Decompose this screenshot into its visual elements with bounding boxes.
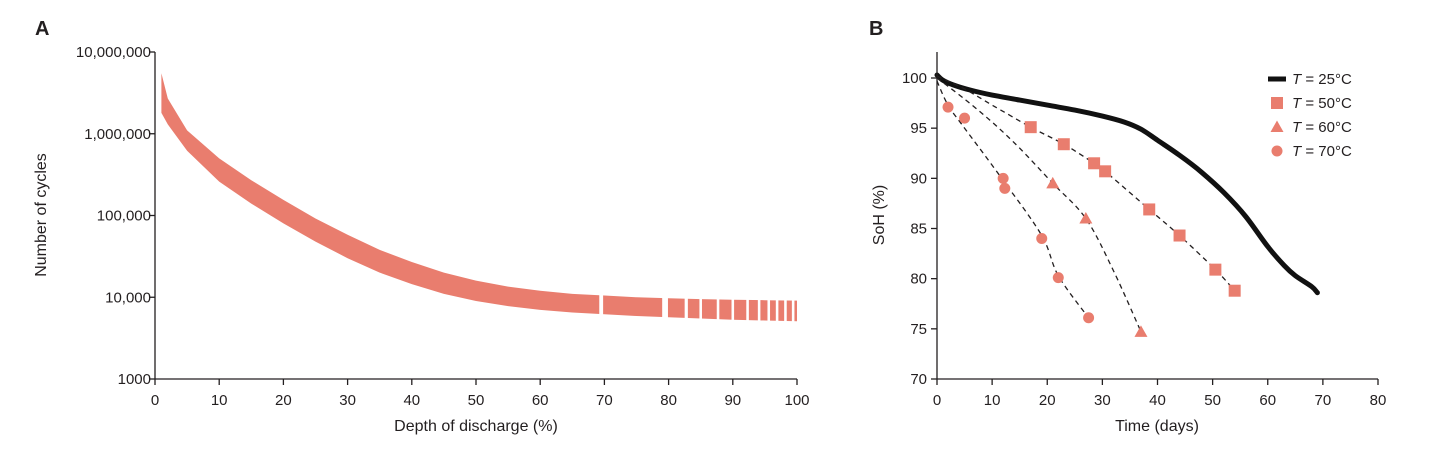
- legend-entry: T = 50°C: [1292, 95, 1352, 112]
- x-ticks-b: 0 10 20 30 40 50 60 70 80: [933, 379, 1387, 409]
- fit-line-square: [936, 75, 1236, 292]
- x-tick-label-a: 70: [596, 392, 613, 409]
- y-tick-label-b: 100: [902, 70, 927, 87]
- band-gap: [731, 290, 735, 326]
- y-tick-label-b: 95: [910, 120, 927, 137]
- fit-line-triangle: [936, 77, 1142, 333]
- y-tick-label-b: 90: [910, 170, 927, 187]
- y-tick-label-a: 100,000: [97, 208, 151, 225]
- y-ticks-a: 1000 10,000 100,000 1,000,000 10,000,000: [76, 44, 155, 388]
- x-tick-label-b: 10: [984, 392, 1001, 409]
- x-tick-label-b: 20: [1039, 392, 1056, 409]
- data-point-circle: [997, 172, 1009, 184]
- x-tick-label-a: 90: [724, 392, 741, 409]
- x-tick-label-b: 60: [1259, 392, 1276, 409]
- data-point-triangle: [1134, 325, 1148, 337]
- legend-swatch-square: [1271, 97, 1283, 109]
- band-gap: [791, 290, 795, 326]
- x-tick-label-a: 80: [660, 392, 677, 409]
- panel-b: B 0 10 20 30 40 50 60 70 80 70 75 80 85 90 95 100 Time…: [869, 18, 1386, 435]
- panel-a-label: A: [35, 18, 49, 40]
- data-point-square: [1228, 284, 1241, 297]
- band-gaps: [599, 290, 795, 326]
- x-tick-label-a: 20: [275, 392, 292, 409]
- x-tick-label-a: 10: [211, 392, 228, 409]
- data-point-square: [1099, 165, 1112, 178]
- cycle-band: [161, 73, 797, 322]
- band-gap: [699, 290, 702, 326]
- y-tick-label-a: 10,000,000: [76, 44, 151, 61]
- data-point-square: [1057, 138, 1070, 151]
- y-tick-label-b: 70: [910, 371, 927, 388]
- y-tick-label-b: 80: [910, 271, 927, 288]
- x-axis-label-b: Time (days): [1115, 418, 1199, 435]
- data-point-square: [1088, 157, 1101, 170]
- y-tick-label-a: 1000: [118, 371, 151, 388]
- band-gap: [775, 290, 779, 326]
- data-point-circle: [942, 101, 954, 113]
- data-point-circle: [1036, 233, 1048, 245]
- band-gap: [784, 290, 787, 326]
- soh-series: [934, 72, 1320, 337]
- legend-swatch-triangle: [1270, 120, 1284, 132]
- band-gap: [757, 290, 761, 326]
- data-point-square: [1024, 121, 1037, 134]
- x-tick-label-a: 30: [339, 392, 356, 409]
- x-tick-label-a: 0: [151, 392, 159, 409]
- legend-swatch-circle: [1271, 145, 1283, 157]
- data-point-circle: [959, 112, 971, 124]
- x-tick-label-b: 70: [1315, 392, 1332, 409]
- x-tick-label-b: 50: [1204, 392, 1221, 409]
- data-point-square: [1209, 263, 1222, 276]
- x-tick-label-a: 100: [784, 392, 809, 409]
- data-point-square: [1143, 203, 1156, 216]
- data-point-circle: [1052, 272, 1064, 284]
- y-axis-label-b: SoH (%): [871, 185, 888, 245]
- band-gap: [767, 290, 771, 326]
- data-point-triangle: [1046, 176, 1060, 189]
- x-ticks-a: 0 10 20 30 40 50 60 70 80 90 100: [151, 379, 810, 409]
- x-tick-label-b: 30: [1094, 392, 1111, 409]
- data-point-square: [1173, 229, 1186, 242]
- legend-entry: T = 25°C: [1292, 71, 1352, 88]
- data-point-circle: [1083, 312, 1095, 324]
- cycle-life-band: [161, 73, 797, 322]
- y-ticks-b: 70 75 80 85 90 95 100: [902, 70, 937, 388]
- series-line-25c: [934, 72, 1320, 296]
- legend-entry: T = 70°C: [1292, 143, 1352, 160]
- y-tick-label-b: 85: [910, 221, 927, 238]
- data-point-circle: [999, 182, 1011, 194]
- band-gap: [662, 290, 668, 326]
- y-tick-label-a: 1,000,000: [84, 126, 151, 143]
- y-tick-label-b: 75: [910, 321, 927, 338]
- x-tick-label-a: 40: [403, 392, 420, 409]
- y-axis-label-a: Number of cycles: [33, 153, 50, 277]
- panel-b-label: B: [869, 18, 883, 40]
- x-tick-label-b: 80: [1370, 392, 1387, 409]
- data-point-triangle: [1079, 211, 1093, 224]
- x-tick-label-a: 60: [532, 392, 549, 409]
- x-tick-label-b: 0: [933, 392, 941, 409]
- x-tick-label-a: 50: [468, 392, 485, 409]
- x-axis-label-a: Depth of discharge (%): [394, 418, 558, 435]
- legend-entry: T = 60°C: [1292, 119, 1352, 136]
- band-gap: [716, 290, 720, 326]
- x-tick-label-b: 40: [1149, 392, 1166, 409]
- band-gap: [599, 290, 604, 326]
- panel-a: A 0 10 20 30 40 50 60 70 80 90 100 1000 10,000 100,0…: [33, 18, 810, 435]
- band-gap: [684, 290, 688, 326]
- y-tick-label-a: 10,000: [105, 289, 151, 306]
- band-gap: [746, 290, 749, 326]
- legend: T = 25°C T = 50°C T = 60°C T = 70°C: [1268, 71, 1352, 160]
